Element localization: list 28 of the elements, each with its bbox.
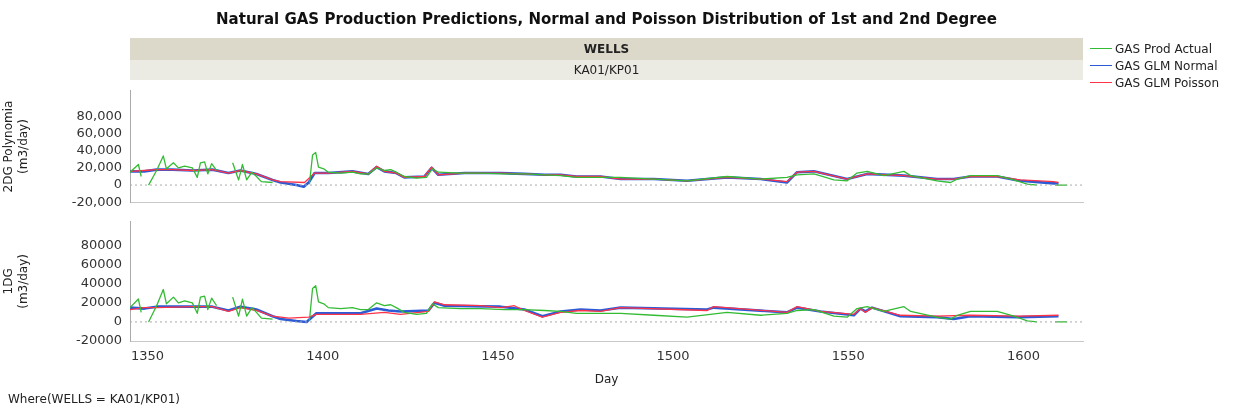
text: KA01/KP01: [130, 60, 1083, 80]
y-axis-title: 1DG (m3/day): [1, 253, 30, 309]
y-tick-label: 20000: [80, 294, 122, 310]
y-tick-label: -20,000: [71, 193, 122, 209]
x-tick-label: 1450: [481, 348, 515, 364]
x-tick-label: 1550: [831, 348, 865, 364]
y-tick-label: 0: [113, 313, 122, 329]
x-tick-label: 1350: [130, 348, 165, 364]
y-tick-label: 80000: [80, 237, 122, 253]
chart-subtitle: WELLS: [130, 38, 1083, 60]
y-tick-label: -20000: [75, 332, 122, 348]
y-tick-label: 60000: [80, 256, 122, 272]
y-tick-label: 40,000: [76, 142, 122, 158]
legend-label: GAS GLM Normal: [1115, 58, 1218, 73]
y-tick-label: 60,000: [76, 125, 122, 141]
y-axis-title: 2DG Polynomia (m3/day): [1, 100, 30, 193]
x-tick-label: 1600: [1006, 348, 1040, 364]
x-tick-label: 1400: [306, 348, 340, 364]
y-tick-label: 80,000: [76, 107, 122, 123]
y-tick-label: 40000: [80, 275, 122, 291]
legend-label: GAS Prod Actual: [1115, 41, 1213, 56]
chart-title: Natural GAS Production Predictions, Normal and Poisson Distribution of 1st and 2nd Degree: [215, 10, 998, 28]
y-tick-label: 20,000: [76, 159, 122, 175]
text: Where(WELLS = KA01/KP01): [8, 392, 180, 406]
x-tick-label: 1500: [656, 348, 690, 364]
y-tick-label: 0: [113, 176, 122, 192]
x-axis-title: Day: [594, 371, 619, 386]
legend-label: GAS GLM Poisson: [1115, 75, 1220, 90]
